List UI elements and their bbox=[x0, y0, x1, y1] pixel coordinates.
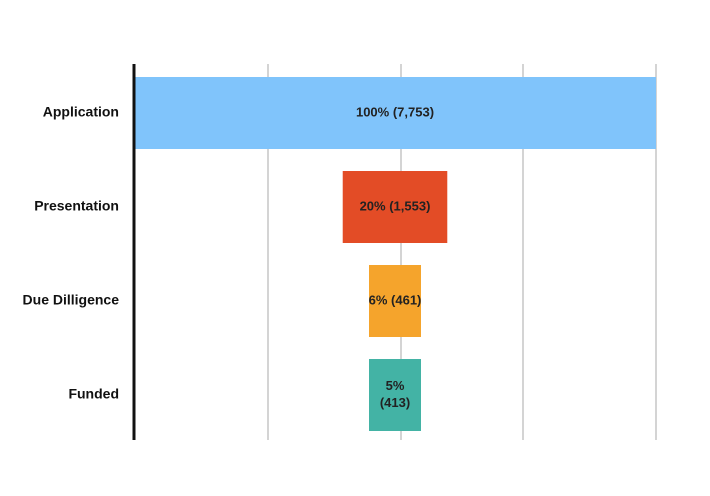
category-labels: Application Presentation Due Dilligence Fun… bbox=[23, 104, 120, 402]
funnel-bars bbox=[134, 77, 656, 431]
data-label: 6% (461) bbox=[369, 292, 422, 307]
data-label: (413) bbox=[380, 395, 410, 410]
category-label: Application bbox=[43, 104, 119, 120]
funnel-bar-presentation bbox=[342, 171, 448, 243]
data-label: 100% (7,753) bbox=[356, 104, 434, 119]
data-label: 20% (1,553) bbox=[360, 198, 431, 213]
funnel-bar-application bbox=[134, 77, 656, 149]
category-label: Due Dilligence bbox=[23, 292, 120, 308]
data-label: 5% bbox=[386, 378, 405, 393]
data-labels: 100% (7,753) 20% (1,553) 6% (461) 5% (413) bbox=[356, 104, 434, 410]
category-label: Presentation bbox=[34, 198, 119, 214]
funnel-bar-funded bbox=[369, 359, 421, 431]
funnel-bar-due-dilligence bbox=[369, 265, 421, 337]
category-label: Funded bbox=[68, 386, 119, 402]
